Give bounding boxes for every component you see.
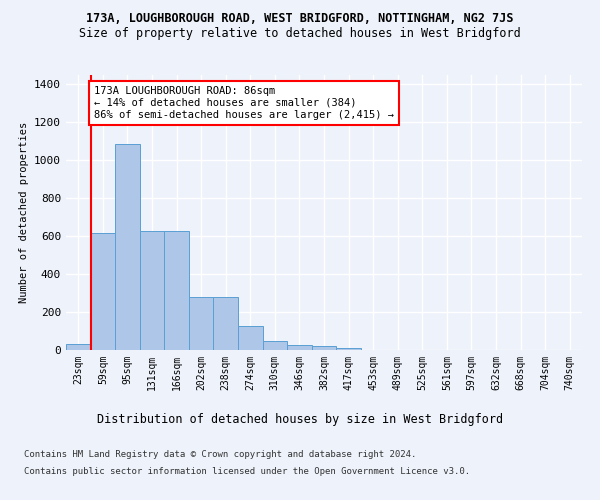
Text: 173A, LOUGHBOROUGH ROAD, WEST BRIDGFORD, NOTTINGHAM, NG2 7JS: 173A, LOUGHBOROUGH ROAD, WEST BRIDGFORD,… xyxy=(86,12,514,26)
Bar xyxy=(115,144,140,350)
Bar xyxy=(312,346,336,350)
Bar xyxy=(164,230,189,350)
Bar xyxy=(140,230,164,350)
Bar xyxy=(66,344,91,350)
Bar xyxy=(238,326,263,350)
Text: 173A LOUGHBOROUGH ROAD: 86sqm
← 14% of detached houses are smaller (384)
86% of : 173A LOUGHBOROUGH ROAD: 86sqm ← 14% of d… xyxy=(94,86,394,120)
Bar xyxy=(263,342,287,350)
Text: Contains HM Land Registry data © Crown copyright and database right 2024.: Contains HM Land Registry data © Crown c… xyxy=(24,450,416,459)
Bar xyxy=(214,297,238,350)
Bar xyxy=(91,234,115,350)
Text: Distribution of detached houses by size in West Bridgford: Distribution of detached houses by size … xyxy=(97,412,503,426)
Text: Size of property relative to detached houses in West Bridgford: Size of property relative to detached ho… xyxy=(79,28,521,40)
Y-axis label: Number of detached properties: Number of detached properties xyxy=(19,122,29,303)
Text: Contains public sector information licensed under the Open Government Licence v3: Contains public sector information licen… xyxy=(24,468,470,476)
Bar xyxy=(336,348,361,350)
Bar xyxy=(287,346,312,350)
Bar xyxy=(189,297,214,350)
